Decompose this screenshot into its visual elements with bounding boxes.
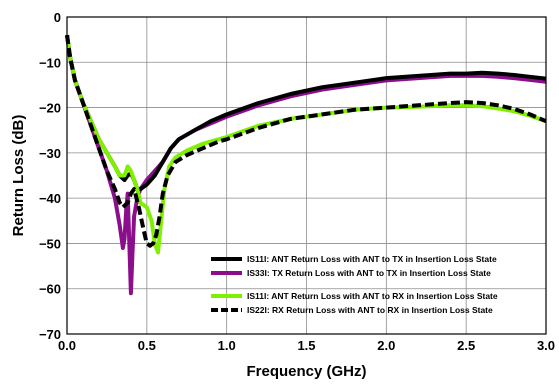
- y-tick-label: −20: [39, 101, 61, 116]
- grid: [66, 16, 547, 335]
- x-tick-label: 2.5: [457, 338, 475, 353]
- x-tick-label: 0.0: [58, 338, 76, 353]
- y-tick-label: −10: [39, 55, 61, 70]
- y-tick-label: −60: [39, 282, 61, 297]
- x-tick-label: 1.5: [297, 338, 315, 353]
- legend: IS11I: ANT Return Loss with ANT to TX in…: [211, 254, 498, 315]
- x-tick-label: 1.0: [218, 338, 236, 353]
- y-tick-label: −50: [39, 236, 61, 251]
- x-tick-label: 0.5: [138, 338, 156, 353]
- legend-label: IS22I: RX Return Loss with ANT to RX in …: [247, 305, 493, 315]
- series-layer: [65, 34, 547, 296]
- legend-label: IS33I: TX Return Loss with ANT to TX in …: [247, 268, 491, 278]
- y-tick-label: −40: [39, 191, 61, 206]
- y-tick-labels: 0 −10 −20 −30 −40 −50 −60 −70: [39, 10, 61, 342]
- legend-label: IS11I: ANT Return Loss with ANT to TX in…: [247, 254, 497, 264]
- legend-label: IS11I: ANT Return Loss with ANT to RX in…: [247, 291, 498, 301]
- y-tick-label: −30: [39, 146, 61, 161]
- plot-frame: [66, 16, 547, 335]
- x-tick-label: 3.0: [537, 338, 555, 353]
- series-line-4: [65, 34, 547, 248]
- x-axis-label: Frequency (GHz): [246, 363, 366, 380]
- y-tick-label: −70: [39, 327, 61, 342]
- y-axis-label: Return Loss (dB): [10, 115, 27, 237]
- x-tick-labels: 0.0 0.5 1.0 1.5 2.0 2.5 3.0: [58, 338, 555, 353]
- y-tick-label: 0: [54, 10, 61, 25]
- x-tick-label: 2.0: [377, 338, 395, 353]
